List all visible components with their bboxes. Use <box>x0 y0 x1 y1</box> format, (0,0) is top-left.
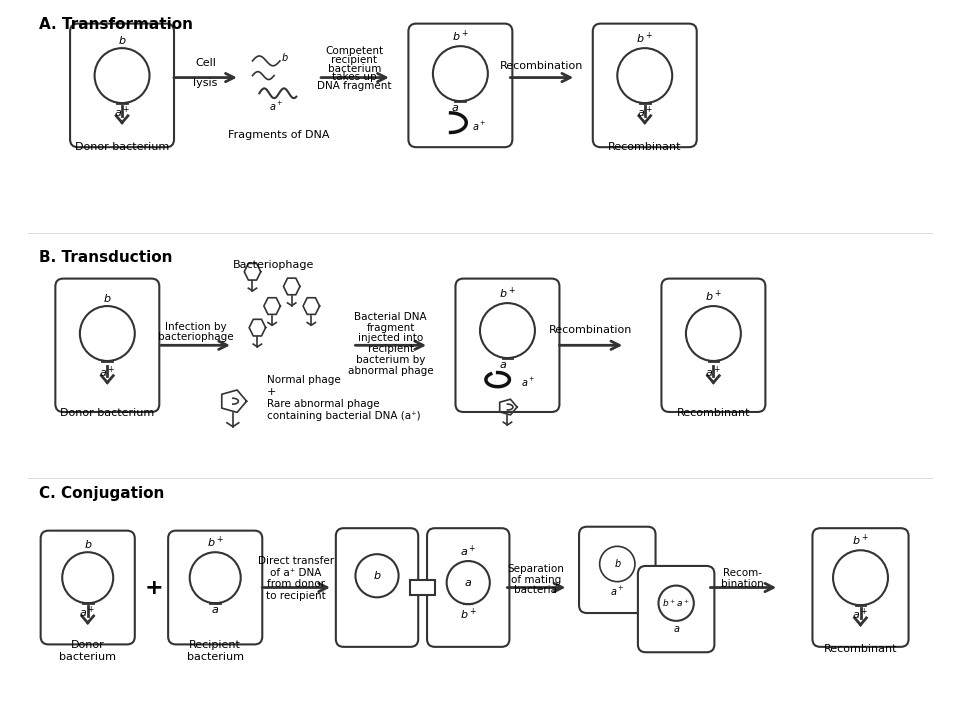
Text: Donor bacterium: Donor bacterium <box>75 143 169 153</box>
Text: a: a <box>452 103 459 113</box>
Text: Competent: Competent <box>325 46 384 56</box>
Text: Recombinant: Recombinant <box>608 143 682 153</box>
Text: $a^+$: $a^+$ <box>852 607 869 622</box>
Text: bacterium by: bacterium by <box>356 355 425 365</box>
FancyBboxPatch shape <box>661 279 765 412</box>
FancyBboxPatch shape <box>592 24 697 147</box>
Bar <box>410 580 435 595</box>
Text: of a⁺ DNA: of a⁺ DNA <box>270 567 322 577</box>
Text: recipient: recipient <box>331 55 377 65</box>
Text: Donor bacterium: Donor bacterium <box>60 408 155 418</box>
Text: $b^+$: $b^+$ <box>852 533 869 549</box>
Text: b: b <box>118 36 126 46</box>
Text: $a^+$: $a^+$ <box>269 100 283 113</box>
Text: Rare abnormal phage: Rare abnormal phage <box>267 399 380 409</box>
Text: $b^+$: $b^+$ <box>206 535 224 550</box>
Text: containing bacterial DNA (a⁺): containing bacterial DNA (a⁺) <box>267 411 420 421</box>
Text: takes up: takes up <box>332 73 376 83</box>
FancyBboxPatch shape <box>579 527 656 613</box>
FancyBboxPatch shape <box>408 24 513 147</box>
Text: b: b <box>282 53 288 63</box>
Text: $b^+$: $b^+$ <box>705 289 722 304</box>
Text: Donor
bacterium: Donor bacterium <box>60 641 116 662</box>
Text: injected into: injected into <box>358 333 423 343</box>
Text: bacteriophage: bacteriophage <box>157 333 233 342</box>
FancyBboxPatch shape <box>455 279 560 412</box>
FancyBboxPatch shape <box>40 531 134 644</box>
Text: +: + <box>267 387 276 397</box>
FancyBboxPatch shape <box>168 531 262 644</box>
FancyBboxPatch shape <box>336 528 419 647</box>
Text: a: a <box>499 360 506 370</box>
Text: $b^+ a^+$: $b^+ a^+$ <box>662 598 690 609</box>
Text: A. Transformation: A. Transformation <box>38 17 193 32</box>
Text: $a^+$: $a^+$ <box>521 376 536 389</box>
Text: $a^+$: $a^+$ <box>636 105 653 120</box>
Text: Cell: Cell <box>195 58 216 68</box>
Text: Recipient
bacterium: Recipient bacterium <box>186 641 244 662</box>
Text: Separation: Separation <box>508 564 564 574</box>
Text: C. Conjugation: C. Conjugation <box>38 485 164 500</box>
Text: abnormal phage: abnormal phage <box>348 366 434 376</box>
Text: bination: bination <box>722 578 764 588</box>
Text: bacteria: bacteria <box>515 585 558 595</box>
Text: DNA fragment: DNA fragment <box>317 81 392 91</box>
Text: recipient: recipient <box>368 344 414 354</box>
FancyBboxPatch shape <box>70 24 174 147</box>
Text: B. Transduction: B. Transduction <box>38 250 172 265</box>
Text: $a^+$: $a^+$ <box>114 105 131 120</box>
Text: bacterium: bacterium <box>327 63 381 73</box>
Text: Recombination: Recombination <box>500 60 584 71</box>
FancyBboxPatch shape <box>812 528 908 647</box>
Text: Fragments of DNA: Fragments of DNA <box>228 130 329 140</box>
Text: Recombinant: Recombinant <box>824 644 898 654</box>
Text: fragment: fragment <box>367 323 415 333</box>
Text: Bacteriophage: Bacteriophage <box>233 260 314 270</box>
Text: $b^+$: $b^+$ <box>499 286 516 301</box>
FancyBboxPatch shape <box>427 528 510 647</box>
Text: Recombination: Recombination <box>549 325 633 336</box>
Text: a: a <box>212 606 219 615</box>
Text: $a^+$: $a^+$ <box>706 365 722 380</box>
Text: b: b <box>84 540 91 550</box>
Text: $b^+$: $b^+$ <box>452 29 468 44</box>
Text: $a^+$: $a^+$ <box>460 544 476 559</box>
Text: of mating: of mating <box>511 575 561 585</box>
Text: Bacterial DNA: Bacterial DNA <box>354 312 427 322</box>
Text: Infection by: Infection by <box>165 322 227 331</box>
Text: +: + <box>145 577 164 598</box>
Text: b: b <box>104 294 111 304</box>
Text: from donor: from donor <box>267 580 324 590</box>
Text: to recipient: to recipient <box>266 591 325 601</box>
Text: $a^+$: $a^+$ <box>99 365 115 380</box>
Text: Direct transfer: Direct transfer <box>257 556 334 566</box>
FancyBboxPatch shape <box>637 566 714 652</box>
Text: $b^+$: $b^+$ <box>460 607 477 622</box>
Text: a: a <box>673 624 679 634</box>
Text: Recombinant: Recombinant <box>677 408 750 418</box>
FancyBboxPatch shape <box>56 279 159 412</box>
Text: b: b <box>614 559 620 569</box>
Text: a: a <box>465 577 471 588</box>
Text: b: b <box>373 571 380 581</box>
Text: $b^+$: $b^+$ <box>636 31 653 46</box>
Text: $a^+$: $a^+$ <box>472 120 487 133</box>
Text: lysis: lysis <box>193 78 218 88</box>
Text: $a^+$: $a^+$ <box>610 585 625 598</box>
Text: Recom-: Recom- <box>723 567 762 577</box>
Text: Normal phage: Normal phage <box>267 374 341 384</box>
Text: $a^+$: $a^+$ <box>80 606 96 621</box>
